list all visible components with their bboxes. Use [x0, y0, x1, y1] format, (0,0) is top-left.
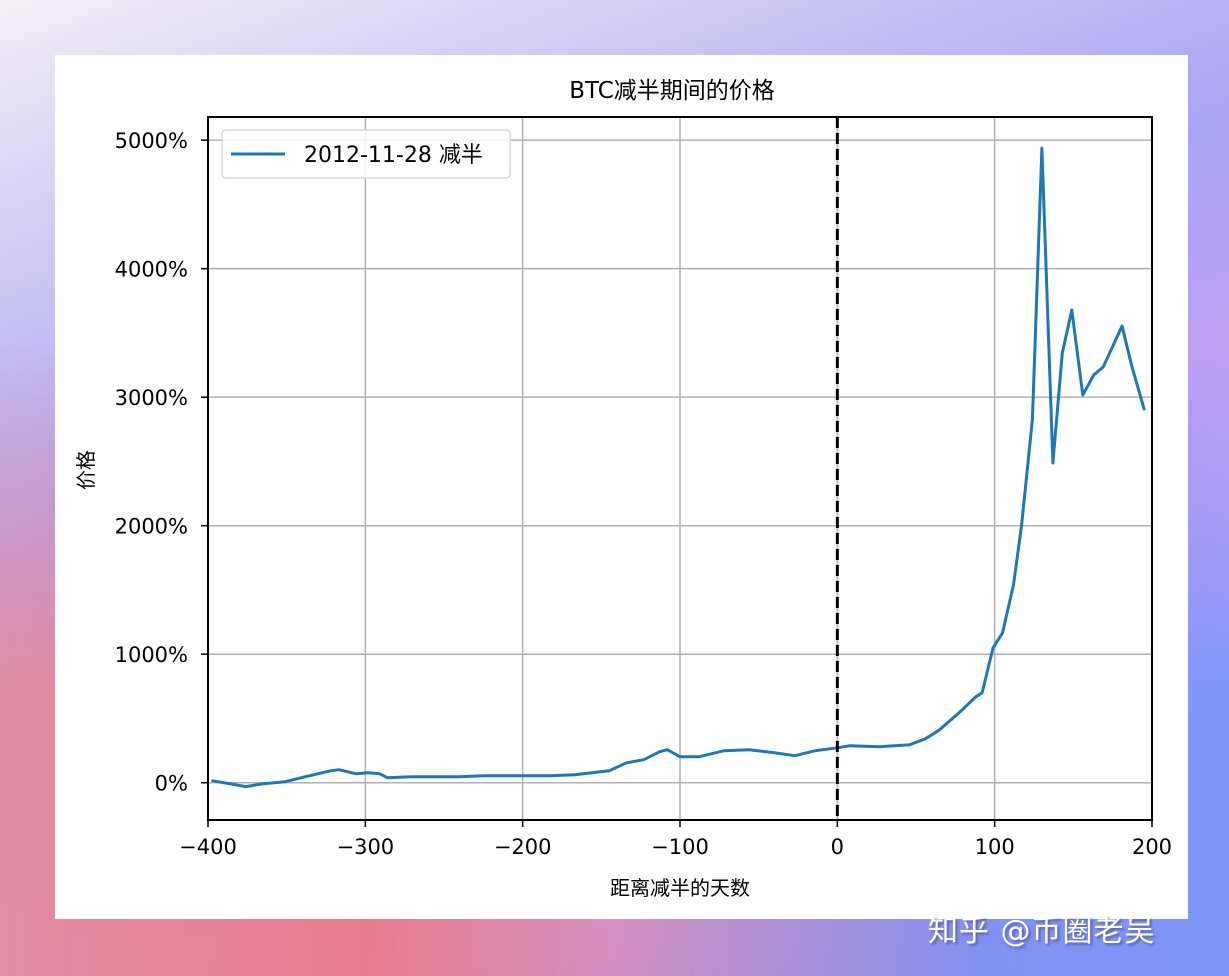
x-tick-label: −100 [651, 835, 709, 859]
watermark: 知乎 @币圈老吴 [928, 914, 1156, 949]
x-tick-label: −400 [179, 835, 237, 859]
series-line [211, 146, 1146, 789]
chart-card: BTC减半期间的价格 −400 −300 −200 −100 0 100 200 0% 100… [55, 55, 1188, 919]
grid-lines [207, 117, 1153, 820]
legend-box [221, 129, 511, 179]
legend: 2012-11-28 减半 [221, 129, 511, 179]
x-tick-label: 200 [1132, 835, 1172, 859]
x-tick-label: 100 [975, 835, 1015, 859]
y-tick-label: 4000% [115, 258, 188, 282]
x-axis-label: 距离减半的天数 [610, 876, 750, 900]
y-axis-ticks: 0% 1000% 2000% 3000% 4000% 5000% [115, 129, 208, 796]
line-chart: BTC减半期间的价格 −400 −300 −200 −100 0 100 200 0% 100… [74, 78, 1172, 900]
legend-label: 2012-11-28 减半 [304, 143, 483, 168]
y-axis-label: 价格 [74, 450, 98, 490]
y-tick-label: 5000% [115, 129, 188, 153]
x-axis-ticks: −400 −300 −200 −100 0 100 200 [179, 820, 1172, 859]
y-tick-label: 0% [155, 772, 188, 796]
series-lines [211, 146, 1146, 789]
x-tick-label: −300 [336, 835, 394, 859]
y-tick-label: 2000% [115, 515, 188, 539]
x-tick-label: 0 [831, 835, 844, 859]
y-tick-label: 3000% [115, 386, 188, 410]
x-tick-label: −200 [494, 835, 552, 859]
chart-title: BTC减半期间的价格 [569, 78, 775, 104]
y-tick-label: 1000% [115, 643, 188, 667]
